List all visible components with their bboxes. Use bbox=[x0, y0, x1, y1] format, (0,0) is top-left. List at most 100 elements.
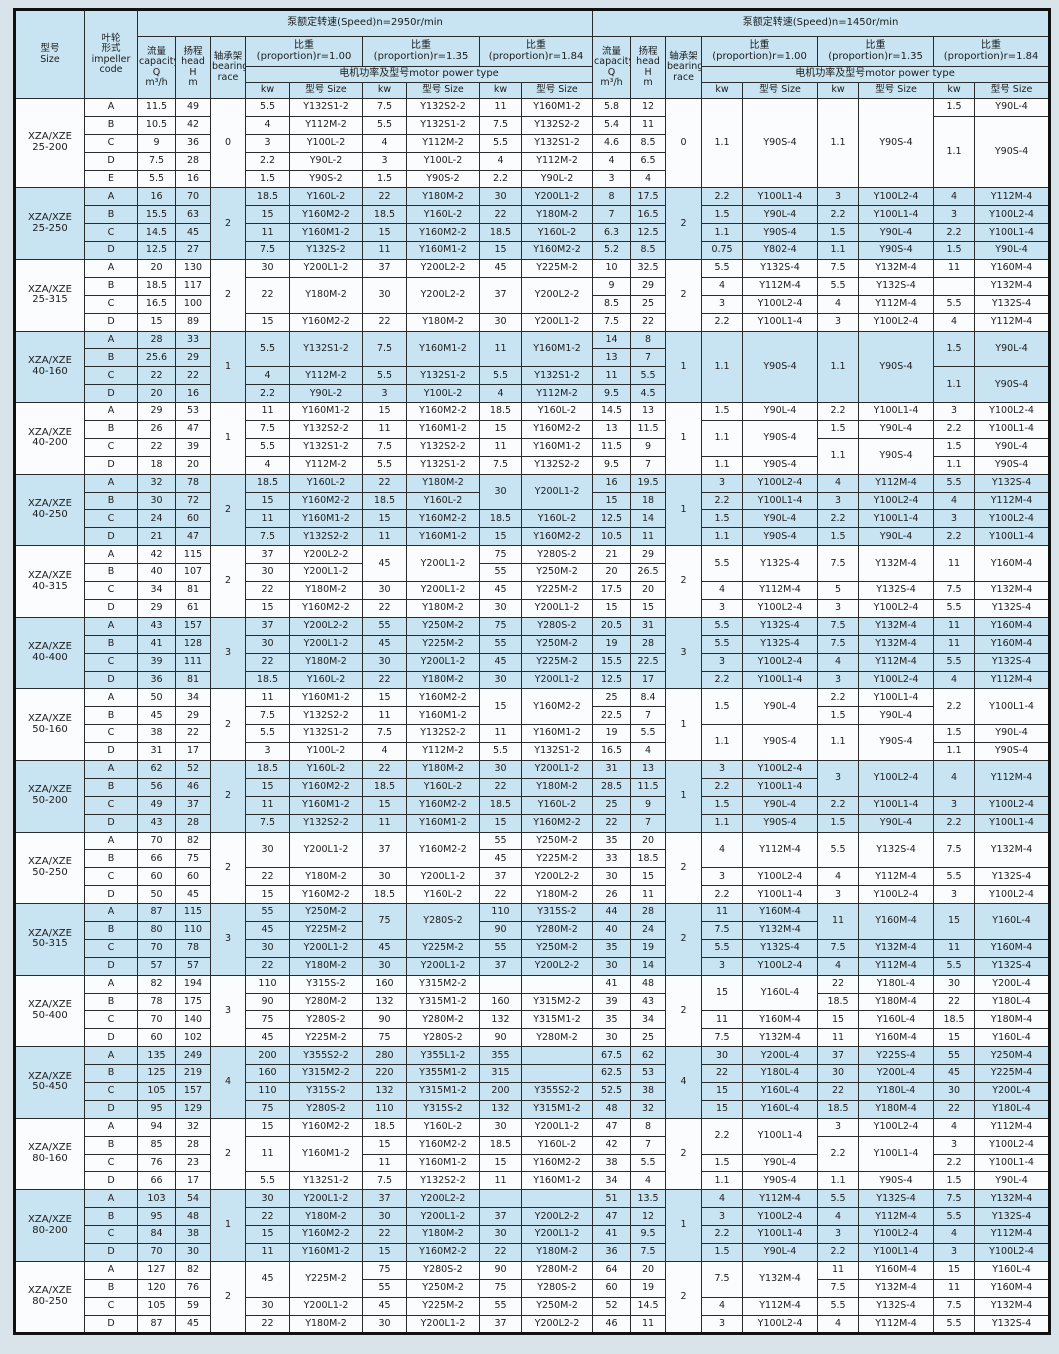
table-cell: Y180M-4 bbox=[974, 1010, 1051, 1030]
table-cell: 22 bbox=[362, 187, 407, 207]
table-cell: Y90L-2 bbox=[520, 169, 594, 189]
table-cell: 4 bbox=[817, 473, 860, 493]
table-cell: 37 bbox=[479, 1207, 522, 1227]
table-cell: 37 bbox=[245, 616, 290, 636]
table-cell: Y100L2-4 bbox=[974, 1135, 1051, 1155]
table-cell: 60 bbox=[137, 867, 176, 887]
table-cell: Y100L1-4 bbox=[742, 885, 819, 905]
group-size-cell: XZA/XZE 50-200 bbox=[14, 759, 85, 833]
table-cell: 3 bbox=[933, 205, 976, 225]
table-cell: 4 bbox=[245, 366, 290, 386]
table-cell: A bbox=[84, 1046, 138, 1066]
table-cell: 34 bbox=[175, 688, 211, 708]
table-cell: Y160M-4 bbox=[974, 545, 1051, 583]
table-cell: 45 bbox=[479, 652, 522, 672]
table-cell: A bbox=[84, 259, 138, 278]
table-cell: 30 bbox=[245, 259, 290, 278]
table-cell: 4 bbox=[592, 151, 632, 171]
table-cell: 4 bbox=[933, 312, 976, 332]
table-cell: Y100L2-4 bbox=[742, 759, 819, 779]
table-cell: Y90S-4 bbox=[858, 437, 935, 475]
table-row: D 87 45 22 Y180M-2 30 Y200L1-2 37 Y200L2-2 46 11 3 Y… bbox=[15, 1314, 1051, 1335]
table-cell: Y90L-2 bbox=[289, 384, 363, 404]
table-cell: Y200L1-2 bbox=[406, 1314, 480, 1335]
table-cell: 37 bbox=[362, 1189, 407, 1209]
table-cell: Y160M2-2 bbox=[406, 1135, 480, 1155]
table-cell: Y315M2-2 bbox=[406, 974, 480, 994]
table-cell: 30 bbox=[245, 563, 290, 583]
bearing-race-right-cell: 0 bbox=[665, 97, 703, 189]
table-row: XZA/XZE 40-200 A 29 53 1 11 Y160M1-2 15 Y160M2-2… bbox=[14, 402, 1051, 475]
table-cell: Y160M1-2 bbox=[520, 330, 594, 368]
table-cell: Y200L1-2 bbox=[520, 312, 594, 332]
table-cell: 1.1 bbox=[701, 1171, 744, 1191]
table-cell: 15 bbox=[479, 527, 522, 547]
table-cell: 5.5 bbox=[701, 545, 744, 583]
table-cell: A bbox=[84, 831, 138, 851]
table-row: C 34 81 22 Y180M-2 30 Y200L1-2 45 Y225M-2 17.5 20 4… bbox=[15, 581, 1051, 600]
table-cell: 49 bbox=[137, 795, 176, 815]
table-cell: 54 bbox=[175, 1189, 211, 1209]
table-cell: Y180M-2 bbox=[520, 205, 594, 225]
table-cell: 4 bbox=[817, 956, 860, 976]
bearing-race-right-cell: 2 bbox=[665, 545, 703, 618]
table-cell: 5.5 bbox=[245, 330, 290, 368]
table-cell: 28 bbox=[137, 330, 176, 350]
table-cell: Y160M1-2 bbox=[289, 688, 363, 708]
table-cell: Y160M2-2 bbox=[289, 491, 363, 511]
table-cell: Y132S2-2 bbox=[289, 527, 363, 547]
table-cell: Y100L2-4 bbox=[742, 598, 819, 618]
table-cell: Y90L-4 bbox=[974, 724, 1051, 744]
table-cell: 18.5 bbox=[630, 849, 667, 869]
table-cell: 9 bbox=[137, 133, 176, 153]
table-cell: 81 bbox=[175, 581, 211, 600]
table-cell: Y180M-2 bbox=[520, 1243, 594, 1262]
table-cell: 2.2 bbox=[817, 795, 860, 815]
table-cell: 30 bbox=[592, 956, 632, 976]
table-cell: 128 bbox=[175, 634, 211, 654]
table-cell: 160 bbox=[245, 1064, 290, 1083]
table-cell: 5.5 bbox=[933, 294, 976, 314]
bearing-race-right-cell: 1 bbox=[665, 402, 703, 475]
table-cell: 7.5 bbox=[817, 545, 860, 583]
table-cell: 175 bbox=[175, 992, 211, 1012]
table-cell: Y280S-2 bbox=[289, 1010, 363, 1030]
table-cell: Y160L-2 bbox=[289, 759, 363, 779]
table-cell: 37 bbox=[175, 795, 211, 815]
table-cell: Y225M-2 bbox=[520, 259, 594, 278]
header-kw: kw bbox=[245, 82, 290, 99]
table-cell: Y112M-4 bbox=[974, 312, 1051, 332]
table-cell: 89 bbox=[175, 312, 211, 332]
table-cell: Y132S-4 bbox=[742, 938, 819, 958]
table-cell: Y180M-2 bbox=[406, 598, 480, 618]
table-cell: 27 bbox=[175, 241, 211, 261]
table-cell: 7.5 bbox=[245, 706, 290, 726]
table-cell: 22 bbox=[630, 312, 667, 332]
table-cell: 22 bbox=[933, 1099, 976, 1119]
table-cell: 1.1 bbox=[817, 437, 860, 475]
table-cell: D bbox=[84, 813, 138, 833]
bearing-race-left-cell: 2 bbox=[210, 831, 246, 905]
table-cell: 16.5 bbox=[630, 205, 667, 225]
table-cell: Y180L-4 bbox=[974, 992, 1051, 1012]
table-cell: 2.2 bbox=[817, 205, 860, 225]
table-cell: 2.2 bbox=[701, 670, 744, 690]
table-cell: 1.5 bbox=[701, 1243, 744, 1262]
table-cell: 22 bbox=[137, 437, 176, 457]
table-cell: Y225M-2 bbox=[406, 1296, 480, 1316]
table-row: D 12.5 27 7.5 Y132S-2 11 Y160M1-2 15 Y160M2-2 5.2… bbox=[15, 241, 1051, 261]
table-cell: 4 bbox=[479, 384, 522, 404]
table-cell: Y160M-4 bbox=[858, 1028, 935, 1048]
table-cell: 1.5 bbox=[701, 795, 744, 815]
table-cell: Y180M-2 bbox=[289, 1207, 363, 1227]
table-row: B 66 75 45 Y225M-2 33 18.5 bbox=[15, 849, 1050, 869]
table-cell: Y132S-4 bbox=[858, 581, 935, 600]
table-cell: Y160L-4 bbox=[974, 1028, 1051, 1048]
table-cell: 30 bbox=[479, 473, 522, 511]
table-cell: Y132S2-2 bbox=[289, 420, 363, 439]
table-cell: 2.2 bbox=[817, 688, 860, 708]
table-cell: Y90S-4 bbox=[858, 1171, 935, 1191]
table-cell: 95 bbox=[137, 1207, 176, 1227]
table-cell: Y160M2-2 bbox=[406, 688, 480, 708]
table-cell: C bbox=[84, 133, 138, 153]
